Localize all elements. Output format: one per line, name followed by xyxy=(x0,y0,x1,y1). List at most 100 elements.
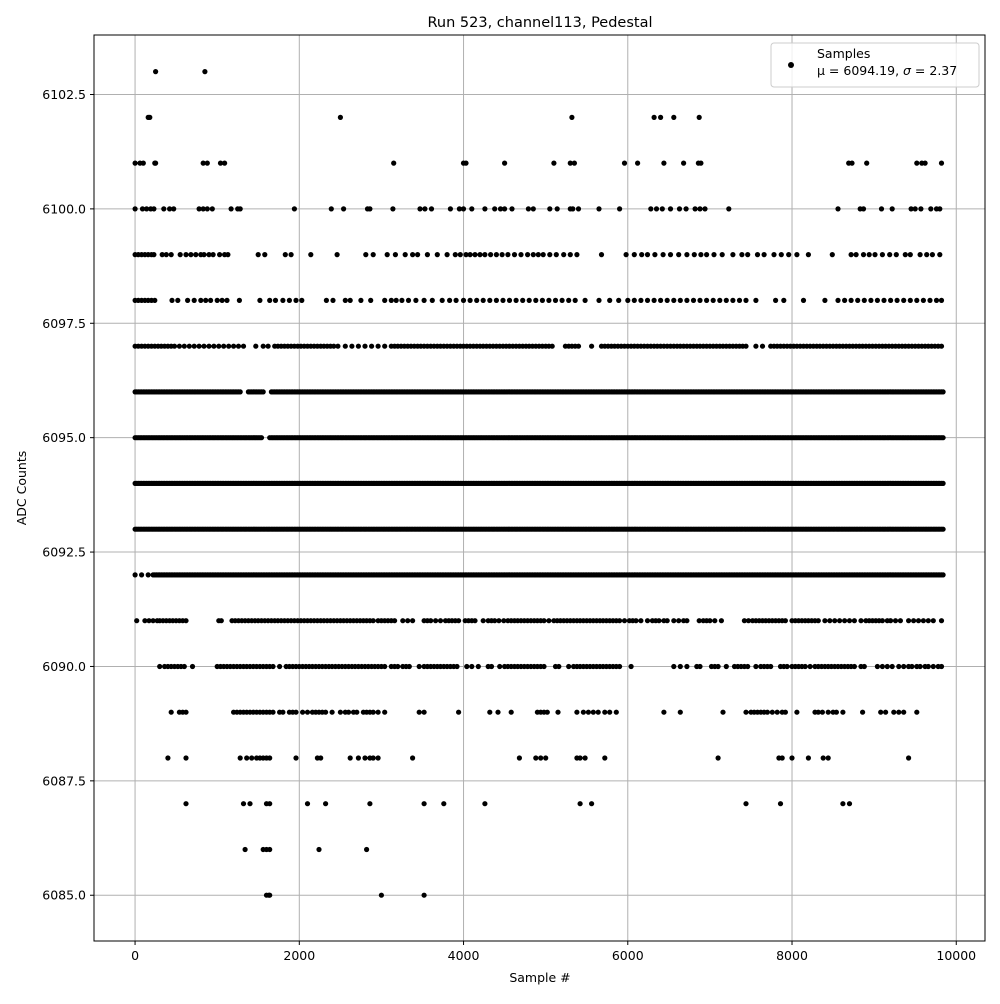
sample-point xyxy=(569,114,575,120)
sample-point xyxy=(304,801,311,807)
sample-point xyxy=(370,618,376,624)
sample-point xyxy=(496,618,502,624)
y-tick-label: 6097.5 xyxy=(42,316,86,331)
sample-point xyxy=(837,618,843,624)
sample-point xyxy=(482,252,488,258)
sample-point xyxy=(358,297,364,303)
sample-point xyxy=(159,252,165,258)
sample-point xyxy=(145,572,151,578)
sample-point xyxy=(163,252,169,258)
sample-point xyxy=(888,297,894,303)
sample-point xyxy=(851,618,858,624)
sample-point xyxy=(262,252,268,258)
legend: Samples μ = 6094.19, σ = 2.37 xyxy=(770,42,980,88)
sample-point xyxy=(832,618,838,624)
sample-point xyxy=(244,755,250,761)
sample-point xyxy=(460,297,467,303)
sample-point xyxy=(585,709,592,715)
sample-point xyxy=(342,343,348,349)
sample-point xyxy=(370,709,376,715)
sample-point xyxy=(802,663,808,670)
sample-point xyxy=(840,709,846,715)
sample-point xyxy=(201,252,207,258)
sample-point xyxy=(908,206,914,212)
sample-point xyxy=(764,709,771,715)
sample-point xyxy=(410,618,416,624)
sample-point xyxy=(621,618,628,624)
sample-point xyxy=(453,297,459,303)
sample-point xyxy=(277,663,283,670)
sample-point xyxy=(617,663,623,670)
sample-point xyxy=(800,297,807,303)
sample-point xyxy=(819,709,826,715)
sample-point xyxy=(753,663,759,670)
sample-point xyxy=(745,618,752,624)
sample-point xyxy=(893,252,899,258)
sample-point xyxy=(169,297,175,303)
sample-point xyxy=(516,755,523,761)
sample-point xyxy=(556,663,562,670)
sample-point xyxy=(644,618,651,624)
y-tick-label: 6095.0 xyxy=(42,430,86,445)
sample-point xyxy=(472,252,478,258)
sample-point xyxy=(203,297,209,303)
sample-point xyxy=(567,252,573,258)
sample-point xyxy=(347,755,353,761)
sample-point xyxy=(480,297,486,303)
sample-point xyxy=(482,206,488,212)
sample-point xyxy=(864,160,870,166)
sample-point xyxy=(575,206,582,212)
sample-point xyxy=(161,206,167,212)
sample-point xyxy=(879,618,886,624)
sample-point xyxy=(157,663,163,670)
sample-point xyxy=(633,618,639,624)
sample-point xyxy=(270,663,276,670)
sample-point xyxy=(912,206,918,212)
sample-point xyxy=(265,343,271,349)
sample-point xyxy=(580,709,587,715)
sample-point xyxy=(723,663,729,670)
sample-point xyxy=(150,618,156,624)
sample-point xyxy=(416,663,422,670)
sample-point xyxy=(613,709,619,715)
sample-point xyxy=(726,206,732,212)
sample-point xyxy=(860,252,867,258)
sample-point xyxy=(139,572,145,578)
sample-point xyxy=(782,709,789,715)
sample-point xyxy=(186,343,192,349)
sample-point xyxy=(293,709,299,715)
sample-point xyxy=(896,663,902,670)
sample-point xyxy=(533,297,539,303)
sample-point xyxy=(280,297,286,303)
sample-point xyxy=(822,297,828,303)
x-tick-label: 10000 xyxy=(936,948,976,963)
sample-point xyxy=(525,206,532,212)
sample-point xyxy=(447,206,453,212)
sample-point xyxy=(171,206,177,212)
sample-point xyxy=(914,709,920,715)
sample-point xyxy=(316,846,322,853)
sample-point xyxy=(375,755,381,761)
sample-point xyxy=(598,252,605,258)
sample-point xyxy=(142,618,148,624)
sample-point xyxy=(842,297,848,303)
sample-point xyxy=(858,618,864,624)
sample-point xyxy=(652,252,658,258)
sample-point xyxy=(390,206,396,212)
sample-point xyxy=(547,252,553,258)
sample-point xyxy=(196,343,202,349)
sample-point xyxy=(497,663,503,670)
sample-point xyxy=(552,297,559,303)
sample-point xyxy=(868,297,874,303)
y-axis-ticks: 6085.0 6087.5 6090.0 6092.5 6095.0 6097.5 6100… xyxy=(42,87,94,903)
sample-point xyxy=(210,252,216,258)
sample-point xyxy=(743,709,749,715)
sample-point xyxy=(849,160,855,166)
legend-stats-suffix: = 2.37 xyxy=(911,63,957,78)
sample-point xyxy=(346,709,352,715)
sample-point xyxy=(707,618,713,624)
sample-point xyxy=(293,297,299,303)
sample-point xyxy=(368,297,374,303)
sample-point xyxy=(878,709,884,715)
sample-point xyxy=(664,297,670,303)
